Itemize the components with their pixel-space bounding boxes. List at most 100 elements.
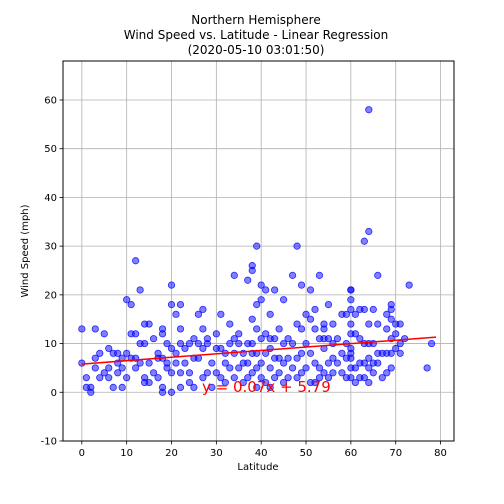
data-point [235, 364, 243, 372]
data-point [145, 359, 153, 367]
data-point [351, 364, 359, 372]
data-point [221, 378, 229, 387]
data-point [302, 310, 310, 318]
data-point [257, 296, 265, 304]
data-point [271, 335, 279, 343]
data-point [266, 383, 274, 392]
data-point [266, 310, 274, 318]
data-point [324, 335, 333, 343]
data-point [347, 305, 355, 314]
data-point [91, 354, 99, 362]
data-point [306, 315, 315, 323]
data-point [271, 374, 279, 382]
data-point [118, 383, 126, 392]
data-point [329, 354, 337, 362]
data-point [365, 227, 373, 236]
data-point [333, 359, 342, 367]
data-point [172, 310, 180, 318]
data-point [347, 286, 355, 294]
data-point [212, 369, 220, 377]
data-point [132, 330, 140, 338]
data-point [123, 296, 131, 304]
y-tick-label: 60 [44, 95, 57, 106]
data-point [351, 378, 359, 387]
data-point [347, 374, 355, 382]
data-point [280, 296, 288, 304]
data-point [315, 271, 324, 279]
data-point [230, 335, 238, 343]
data-point [176, 325, 185, 333]
data-point [351, 310, 359, 318]
data-point [248, 369, 256, 377]
data-point [329, 320, 337, 328]
x-axis-label: Latitude [237, 462, 278, 473]
data-point [163, 364, 171, 372]
data-point [123, 374, 131, 382]
y-tick-label: 40 [44, 193, 57, 204]
data-point [217, 344, 225, 353]
data-point [141, 339, 149, 348]
data-point [172, 349, 180, 357]
chart-title-line-1: Northern Hemisphere [191, 13, 320, 27]
plot-frame [62, 60, 455, 442]
data-point [293, 354, 301, 362]
data-point [293, 374, 301, 382]
x-tick-label: 80 [434, 448, 447, 459]
data-point [351, 330, 359, 338]
y-tick-label: 10 [44, 339, 57, 350]
data-point [235, 339, 243, 348]
data-point [149, 369, 158, 377]
data-point [194, 339, 203, 348]
data-point [190, 335, 198, 343]
data-point [306, 286, 315, 294]
data-point [185, 369, 194, 377]
data-point [266, 364, 274, 372]
data-point [253, 383, 261, 392]
data-point [78, 325, 86, 333]
data-point [217, 310, 225, 318]
data-point [217, 374, 225, 382]
data-point [288, 339, 297, 348]
data-point [167, 388, 176, 396]
data-point [158, 388, 167, 396]
x-tick-label: 0 [79, 448, 85, 459]
data-point [208, 383, 216, 392]
data-point [257, 359, 265, 367]
data-point [396, 320, 404, 328]
data-point [176, 300, 185, 309]
data-point [78, 359, 86, 367]
data-point [100, 369, 108, 377]
data-point [96, 349, 104, 357]
data-point [221, 359, 229, 367]
data-point [82, 374, 90, 382]
y-tick-label: 50 [44, 144, 57, 155]
data-point [324, 374, 333, 382]
data-point [275, 325, 283, 333]
data-point [176, 369, 185, 377]
data-point [365, 354, 373, 362]
data-point [163, 339, 171, 348]
y-axis-label: Wind Speed (mph) [20, 204, 31, 297]
data-point [199, 374, 207, 382]
data-point [109, 383, 117, 392]
data-point [253, 325, 261, 333]
data-point [91, 364, 99, 372]
data-point [306, 349, 315, 357]
data-point [167, 344, 176, 353]
data-point [365, 320, 373, 328]
data-point [199, 325, 207, 333]
data-point [378, 374, 386, 382]
data-point [342, 310, 350, 318]
data-point [365, 106, 373, 114]
data-point [257, 281, 265, 289]
data-point [235, 330, 243, 338]
data-point [284, 354, 292, 362]
y-tick-label: 20 [44, 290, 57, 301]
data-point [176, 383, 185, 392]
data-point [360, 305, 368, 314]
data-point [145, 320, 153, 328]
data-point [315, 364, 324, 372]
data-point [427, 339, 436, 348]
data-point [248, 266, 256, 275]
data-point [360, 237, 368, 245]
